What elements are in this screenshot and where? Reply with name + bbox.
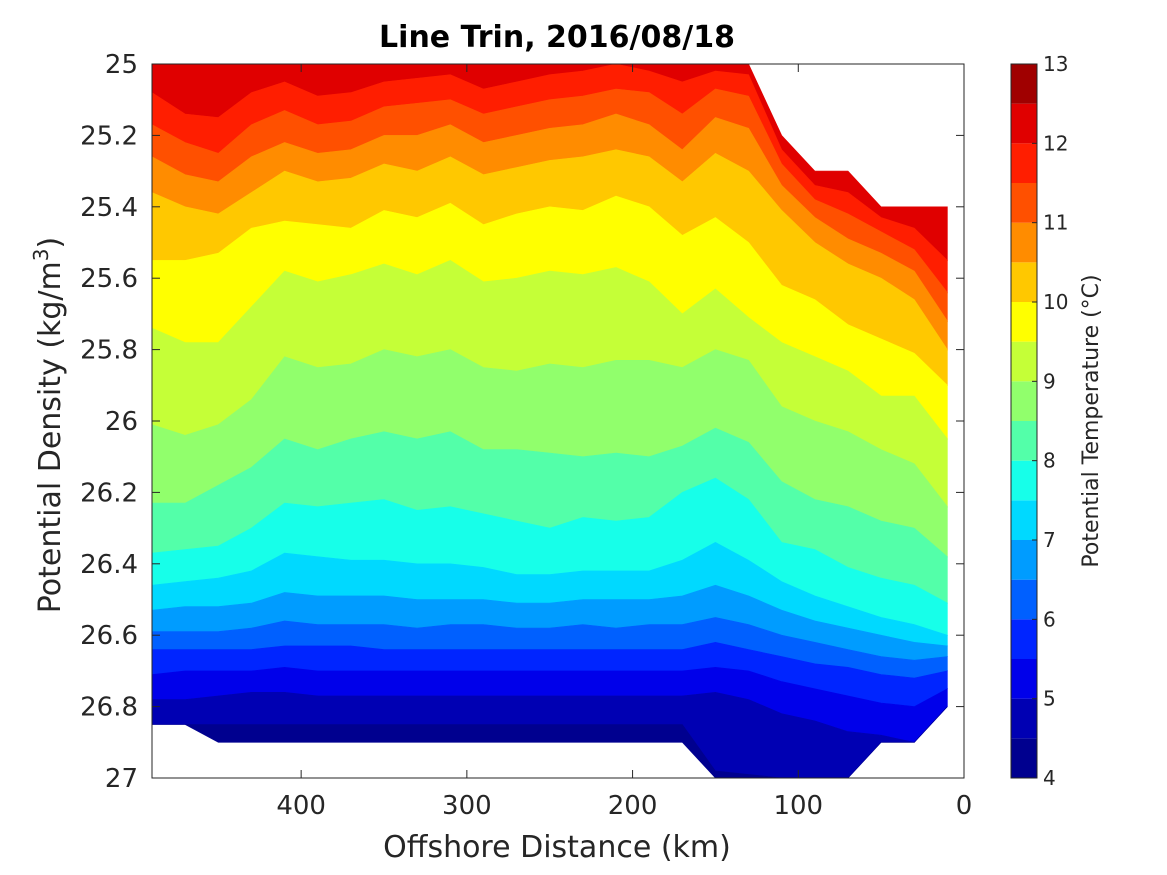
y-axis-label-superscript: 3: [29, 248, 53, 261]
y-tick-label: 25.4: [80, 193, 138, 223]
y-axis-label-main: Potential Density (kg/m: [33, 261, 68, 613]
y-tick-label: 26: [105, 407, 138, 437]
colorbar-block: [1011, 698, 1037, 739]
colorbar-frame: [1010, 63, 1038, 779]
colorbar-block: [1011, 619, 1037, 659]
colorbar-block: [1011, 500, 1037, 540]
y-tick-label: 26.4: [80, 550, 138, 580]
colorbar-ticks: 4 5 6 7 8 9 10 11 12 13: [1032, 52, 1068, 790]
y-tick-label: 26.2: [80, 478, 138, 508]
colorbar-tick-label: 4: [1043, 766, 1056, 790]
x-tick-label: 100: [773, 791, 823, 821]
colorbar: 4 5 6 7 8 9 10 11 12 13: [1010, 52, 1068, 790]
colorbar-tick-label: 5: [1043, 687, 1056, 711]
colorbar-block: [1011, 579, 1037, 620]
colorbar-block: [1011, 143, 1037, 183]
x-tick-label: 300: [442, 791, 492, 821]
colorbar-block: [1011, 540, 1037, 580]
colorbar-tick-label: 7: [1043, 528, 1056, 552]
colorbar-block: [1011, 64, 1037, 104]
colorbar-block: [1011, 222, 1037, 263]
y-tick-label: 25.2: [80, 121, 138, 151]
y-tick-label: 25.8: [80, 336, 138, 366]
colorbar-block: [1011, 381, 1037, 421]
colorbar-block: [1011, 262, 1037, 302]
x-tick-label: 400: [276, 791, 326, 821]
y-tick-label: 26.6: [80, 621, 138, 651]
contour-band-4: [152, 706, 948, 779]
colorbar-block: [1011, 341, 1037, 382]
colorbar-block: [1011, 421, 1037, 461]
colorbar-block: [1011, 659, 1037, 699]
colorbar-block: [1011, 738, 1037, 778]
y-tick-label: 27: [105, 764, 138, 794]
y-axis-label: Potential Density (kg/m3): [29, 237, 68, 613]
y-tick-label: 25.6: [80, 264, 138, 294]
y-tick-label: 25: [105, 50, 138, 80]
x-axis-ticks: 400 300 200 100 0: [276, 64, 972, 821]
colorbar-blocks: [1010, 63, 1038, 779]
chart-title: Line Trin, 2016/08/18: [379, 20, 735, 55]
x-tick-label: 0: [956, 791, 973, 821]
colorbar-label: Potential Temperature (°C): [1079, 274, 1104, 567]
colorbar-tick-label: 13: [1043, 52, 1068, 76]
colorbar-tick-label: 12: [1043, 131, 1068, 155]
colorbar-tick-label: 10: [1043, 290, 1068, 314]
y-axis-label-close: ): [33, 237, 68, 249]
colorbar-block: [1011, 460, 1037, 501]
colorbar-tick-label: 9: [1043, 369, 1056, 393]
colorbar-tick-label: 6: [1043, 607, 1056, 631]
y-tick-label: 26.8: [80, 693, 138, 723]
x-tick-label: 200: [608, 791, 658, 821]
contour-fills: [151, 63, 948, 779]
colorbar-block: [1011, 302, 1037, 342]
colorbar-block: [1011, 183, 1037, 223]
colorbar-tick-label: 11: [1043, 211, 1068, 235]
colorbar-tick-label: 8: [1043, 449, 1056, 473]
colorbar-block: [1011, 103, 1037, 144]
y-axis-ticks: 25 25.2 25.4 25.6 25.8 26 26.2 26.4 26.6 26.8 27: [80, 50, 964, 794]
plot-area: 400 300 200 100 0 25 25.2 25.4 25.6 25.8 26 26.2 26…: [80, 50, 972, 821]
x-axis-label: Offshore Distance (km): [383, 830, 731, 865]
